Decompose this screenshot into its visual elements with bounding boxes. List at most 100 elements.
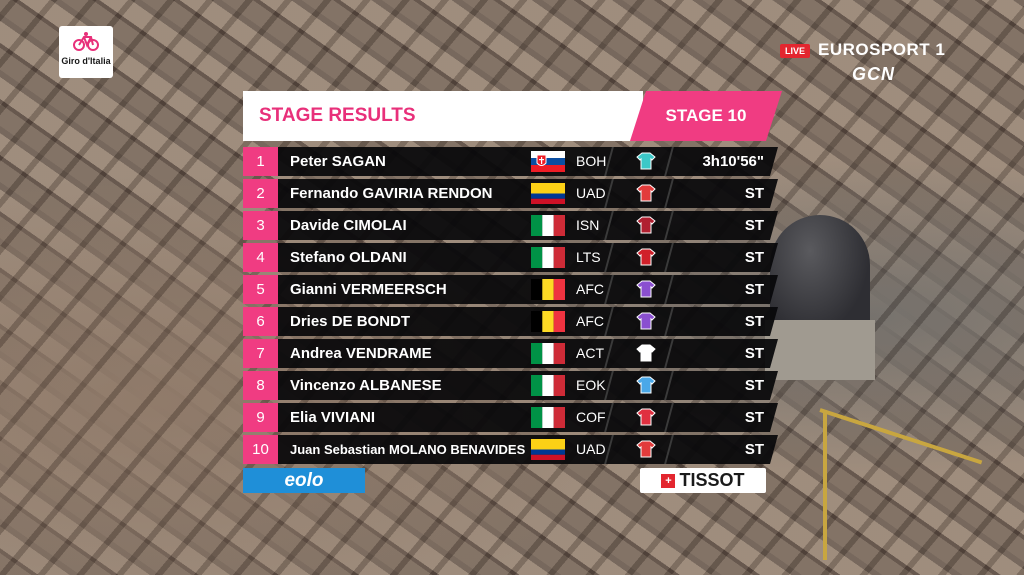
team-jersey-icon bbox=[636, 440, 656, 458]
country-flag-icon bbox=[531, 439, 565, 460]
row-body: Stefano OLDANI LTS ST bbox=[278, 243, 778, 272]
result-row: 6 Dries DE BONDT AFC ST bbox=[243, 307, 783, 336]
live-badge: LIVE bbox=[780, 44, 810, 58]
country-flag-icon bbox=[531, 343, 565, 364]
column-divider bbox=[664, 179, 674, 208]
rider-name: Stefano OLDANI bbox=[290, 243, 407, 272]
result-row: 7 Andrea VENDRAME ACT ST bbox=[243, 339, 783, 368]
finish-time: ST bbox=[745, 435, 764, 464]
rank-cell: 3 bbox=[243, 211, 278, 240]
result-row: 4 Stefano OLDANI LTS ST bbox=[243, 243, 783, 272]
country-flag-icon bbox=[531, 407, 565, 428]
giro-logo-text: Giro d'Italia bbox=[59, 56, 113, 66]
tissot-text: TISSOT bbox=[679, 470, 744, 490]
row-body: Fernando GAVIRIA RENDON UAD ST bbox=[278, 179, 778, 208]
column-divider bbox=[604, 339, 614, 368]
row-body: Elia VIVIANI COF ST bbox=[278, 403, 778, 432]
team-jersey-icon bbox=[636, 408, 656, 426]
row-body: Vincenzo ALBANESE EOK ST bbox=[278, 371, 778, 400]
rank-cell: 9 bbox=[243, 403, 278, 432]
rider-name: Andrea VENDRAME bbox=[290, 339, 432, 368]
stage-number: STAGE 10 bbox=[630, 91, 782, 141]
country-flag-icon bbox=[531, 311, 565, 332]
rider-name: Juan Sebastian MOLANO BENAVIDES bbox=[290, 435, 525, 464]
result-row: 9 Elia VIVIANI COF ST bbox=[243, 403, 783, 432]
team-jersey-icon bbox=[636, 344, 656, 362]
column-divider bbox=[664, 339, 674, 368]
eolo-sponsor-logo: eolo bbox=[243, 468, 365, 493]
swiss-cross-icon: + bbox=[661, 474, 675, 488]
result-row: 3 Davide CIMOLAI ISN ST bbox=[243, 211, 783, 240]
row-body: Peter SAGAN BOH 3h10'56" bbox=[278, 147, 778, 176]
finish-time: ST bbox=[745, 371, 764, 400]
column-divider bbox=[604, 435, 614, 464]
country-flag-icon bbox=[531, 375, 565, 396]
row-body: Dries DE BONDT AFC ST bbox=[278, 307, 778, 336]
result-row: 8 Vincenzo ALBANESE EOK ST bbox=[243, 371, 783, 400]
team-code: COF bbox=[576, 403, 606, 432]
row-body: Andrea VENDRAME ACT ST bbox=[278, 339, 778, 368]
column-divider bbox=[664, 211, 674, 240]
result-row: 5 Gianni VERMEERSCH AFC ST bbox=[243, 275, 783, 304]
column-divider bbox=[664, 307, 674, 336]
team-jersey-icon bbox=[636, 248, 656, 266]
result-row: 1 Peter SAGAN BOH 3h10'56" bbox=[243, 147, 783, 176]
finish-time: ST bbox=[745, 307, 764, 336]
column-divider bbox=[664, 403, 674, 432]
rider-name: Elia VIVIANI bbox=[290, 403, 375, 432]
result-row: 2 Fernando GAVIRIA RENDON UAD ST bbox=[243, 179, 783, 208]
rider-name: Gianni VERMEERSCH bbox=[290, 275, 447, 304]
country-flag-icon bbox=[531, 247, 565, 268]
broadcaster-logos: LIVE EUROSPORT 1 GCN bbox=[780, 38, 970, 88]
finish-time: ST bbox=[745, 179, 764, 208]
result-row: 10 Juan Sebastian MOLANO BENAVIDES UAD ST bbox=[243, 435, 783, 464]
gcn-logo: GCN bbox=[852, 64, 895, 85]
rank-cell: 2 bbox=[243, 179, 278, 208]
team-code: AFC bbox=[576, 275, 604, 304]
stage-badge: STAGE 10 bbox=[630, 91, 782, 141]
rider-name: Dries DE BONDT bbox=[290, 307, 410, 336]
column-divider bbox=[604, 243, 614, 272]
team-jersey-icon bbox=[636, 280, 656, 298]
country-flag-icon bbox=[531, 151, 565, 172]
column-divider bbox=[664, 147, 674, 176]
stage-results-title: STAGE RESULTS bbox=[259, 91, 416, 141]
rider-name: Davide CIMOLAI bbox=[290, 211, 407, 240]
column-divider bbox=[664, 275, 674, 304]
bicycle-icon bbox=[73, 32, 99, 52]
rider-name: Peter SAGAN bbox=[290, 147, 386, 176]
team-jersey-icon bbox=[636, 312, 656, 330]
rank-cell: 7 bbox=[243, 339, 278, 368]
finish-time: ST bbox=[745, 211, 764, 240]
rank-cell: 6 bbox=[243, 307, 278, 336]
rank-cell: 5 bbox=[243, 275, 278, 304]
finish-time: ST bbox=[745, 403, 764, 432]
rank-cell: 8 bbox=[243, 371, 278, 400]
row-body: Gianni VERMEERSCH AFC ST bbox=[278, 275, 778, 304]
column-divider bbox=[604, 307, 614, 336]
column-divider bbox=[604, 403, 614, 432]
finish-time: ST bbox=[745, 243, 764, 272]
team-code: ISN bbox=[576, 211, 599, 240]
row-body: Davide CIMOLAI ISN ST bbox=[278, 211, 778, 240]
column-divider bbox=[604, 211, 614, 240]
country-flag-icon bbox=[531, 215, 565, 236]
team-code: LTS bbox=[576, 243, 601, 272]
country-flag-icon bbox=[531, 183, 565, 204]
column-divider bbox=[664, 435, 674, 464]
team-code: AFC bbox=[576, 307, 604, 336]
construction-crane-mast bbox=[823, 410, 827, 560]
team-code: UAD bbox=[576, 435, 606, 464]
country-flag-icon bbox=[531, 279, 565, 300]
rank-cell: 10 bbox=[243, 435, 278, 464]
column-divider bbox=[604, 275, 614, 304]
rank-cell: 4 bbox=[243, 243, 278, 272]
finish-time: ST bbox=[745, 339, 764, 368]
finish-time: 3h10'56" bbox=[702, 147, 764, 176]
tissot-sponsor-logo: + TISSOT bbox=[640, 468, 766, 493]
eurosport-logo: EUROSPORT 1 bbox=[818, 40, 945, 60]
team-code: EOK bbox=[576, 371, 606, 400]
results-header: STAGE RESULTS bbox=[243, 91, 643, 141]
column-divider bbox=[664, 243, 674, 272]
column-divider bbox=[604, 179, 614, 208]
